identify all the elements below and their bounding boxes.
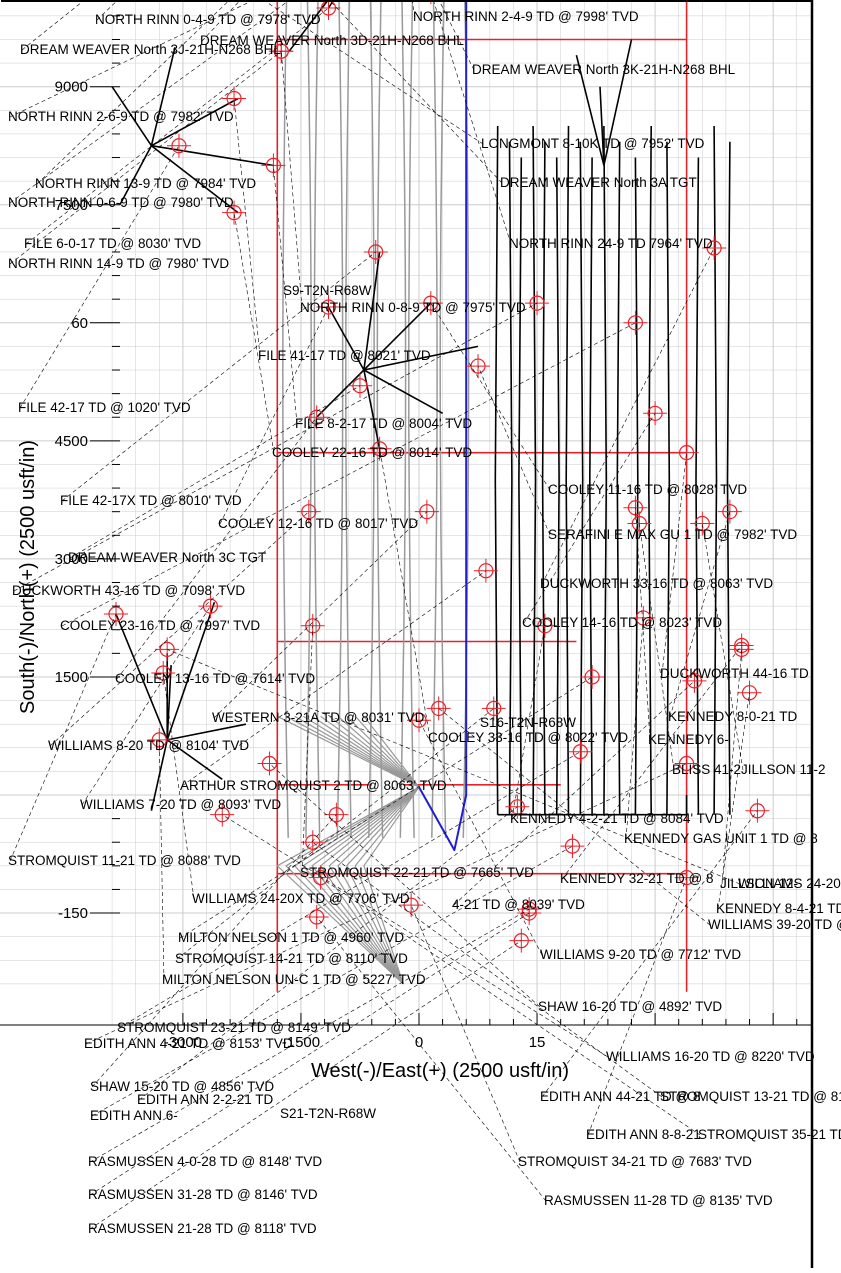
- x-tick-label: 0: [415, 1034, 423, 1051]
- well-label: KENNEDY 8-0-21 TD: [668, 709, 798, 724]
- y-tick-label: 3000: [55, 551, 88, 568]
- well-label: FILE 41-17 TD @ 8021' TVD: [258, 348, 431, 363]
- x-tick-label: -1500: [282, 1034, 320, 1051]
- well-label: DUCKWORTH 44-16 TD: [660, 666, 809, 681]
- well-label: COOLEY 12-16 TD @ 8017' TVD: [218, 516, 418, 531]
- well-label: WILLIAMS 16-20 TD @ 8220' TVD: [606, 1049, 815, 1064]
- well-label: STROMQUIST 13-21 TD @ 8118' TVD: [660, 1089, 841, 1104]
- well-label: RASMUSSEN 4-0-28 TD @ 8148' TVD: [88, 1154, 322, 1169]
- well-label: NORTH RINN 0-6-9 TD @ 7980' TVD: [8, 195, 234, 210]
- well-label: DUCKWORTH 43-16 TD @ 7098' TVD: [12, 583, 245, 598]
- well-label: FILE 42-17 TD @ 1020' TVD: [18, 400, 191, 415]
- well-label: NORTH RINN 2-6-9 TD @ 7982' TVD: [8, 109, 234, 124]
- x-tick-label: 15: [529, 1034, 546, 1051]
- well-label: MILTON NELSON UN-C 1 TD @ 5227' TVD: [162, 972, 426, 987]
- well-label: SHAW 16-20 TD @ 4892' TVD: [538, 999, 722, 1014]
- well-label: COOLEY 11-16 TD @ 8028' TVD: [548, 482, 747, 497]
- well-label: FILE 8-2-17 TD @ 8004' TVD: [295, 416, 472, 431]
- well-label: RASMUSSEN 11-28 TD @ 8135' TVD: [544, 1193, 773, 1208]
- well-label: DREAM WEAVER North 3C TGT: [68, 550, 266, 565]
- well-label: NORTH RINN 0-4-9 TD @ 7978' TVD: [95, 12, 321, 27]
- well-label: STROMQUIST 35-21 TD @ 8108' TVD: [698, 1127, 841, 1142]
- well-label: STROMQUIST 34-21 TD @ 7683' TVD: [518, 1154, 752, 1169]
- well-label: BLISS 41-2: [672, 762, 741, 777]
- well-label: DREAM WEAVER North 3A TGT: [500, 175, 697, 190]
- section-label: S9-T2N-R68W: [283, 283, 372, 298]
- well-label: WESTERN 3-21A TD @ 8031' TVD: [212, 710, 425, 725]
- well-label: EDITH ANN 8-8-21: [586, 1127, 701, 1142]
- well-label: SERAFINI E MAX GU 1 TD @ 7982' TVD: [548, 527, 797, 542]
- y-tick-label: 9000: [55, 79, 88, 96]
- well-label: KENNEDY 6-: [648, 732, 729, 747]
- well-label: RASMUSSEN 31-28 TD @ 8146' TVD: [88, 1187, 318, 1202]
- well-label: WILLIAMS 8-20 TD @ 8104' TVD: [48, 738, 249, 753]
- well-label: KENNEDY 4-2-21 TD @ 8084' TVD: [510, 811, 724, 826]
- section-label: S21-T2N-R68W: [280, 1106, 376, 1121]
- well-label: KENNEDY GAS UNIT 1 TD @ 8: [624, 831, 818, 846]
- well-label: COOLEY 13-16 TD @ 7614' TVD: [115, 671, 315, 686]
- well-label: COOLEY 22-16 TD @ 8014' TVD: [272, 445, 472, 460]
- well-label: WILLIAMS 24-20X TD @ 7706' TVD: [192, 891, 410, 906]
- well-label: NORTH RINN 24-9 TD 7964' TVD: [509, 236, 713, 251]
- well-label: KENNEDY 32-21 TD @ 8: [560, 871, 714, 886]
- well-label: ARTHUR STROMQUIST 2 TD @ 8063' TVD: [180, 778, 447, 793]
- y-axis-title: South(-)/North(+) (2500 usft/in): [17, 440, 39, 714]
- y-tick-label: 4500: [55, 433, 88, 450]
- well-label: STROMQUIST 14-21 TD @ 8110' TVD: [175, 951, 408, 966]
- y-tick-label: 7500: [55, 197, 88, 214]
- well-label: RASMUSSEN 21-28 TD @ 8118' TVD: [88, 1221, 317, 1236]
- y-tick-label: 1500: [55, 669, 88, 686]
- well-label: WILLIAMS 24-20 TD @ 7686' TVD: [738, 876, 841, 891]
- section-label: S16-T2N-R68W: [480, 715, 576, 730]
- well-label: COOLEY 14-16 TD @ 8023' TVD: [522, 615, 722, 630]
- well-label: DUCKWORTH 33-16 TD @ 8063' TVD: [540, 576, 773, 591]
- well-label: COOLEY 23-16 TD @ 7997' TVD: [60, 618, 260, 633]
- well-label: FILE 6-0-17 TD @ 8030' TVD: [24, 236, 201, 251]
- y-tick-label: -150: [58, 905, 88, 922]
- well-label: EDITH ANN 2-2-21 TD: [137, 1092, 274, 1107]
- well-label: NORTH RINN 13-9 TD @ 7984' TVD: [35, 176, 256, 191]
- x-tick-label: -3000: [164, 1034, 202, 1051]
- well-label: NORTH RINN 0-8-9 TD @ 7975' TVD: [300, 300, 526, 315]
- well-label: STROMQUIST 11-21 TD @ 8088' TVD: [8, 853, 241, 868]
- well-label: NORTH RINN 14-9 TD @ 7980' TVD: [8, 256, 229, 271]
- well-label: COOLEY 33-16 TD @ 8022' TVD: [428, 730, 628, 745]
- well-label: DREAM WEAVER North 3K-21H-N268 BHL: [472, 62, 736, 77]
- well-label: WILLIAMS 39-20 TD @ 7690' TVD: [708, 917, 841, 932]
- well-label: LONGMONT 8-10K TD @ 7952' TVD: [481, 136, 705, 151]
- well-label: FILE 42-17X TD @ 8010' TVD: [60, 493, 242, 508]
- y-tick-label: 60: [71, 315, 88, 332]
- well-label: KENNEDY 8-4-21 TD: [716, 901, 841, 916]
- well-label: STROMQUIST 23-21 TD @ 8149' TVD: [117, 1020, 351, 1035]
- well-label: EDITH ANN 6-: [90, 1108, 178, 1123]
- well-label: WILLIAMS 9-20 TD @ 7712' TVD: [540, 947, 741, 962]
- well-label: MILTON NELSON 1 TD @ 4960' TVD: [178, 930, 404, 945]
- x-axis-title: West(-)/East(+) (2500 usft/in): [311, 1060, 569, 1082]
